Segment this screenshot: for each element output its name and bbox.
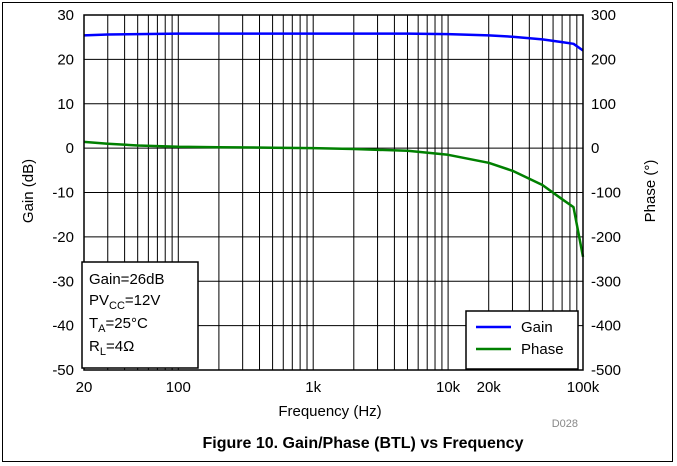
y-left-tick-label: 20 — [57, 51, 74, 68]
legend-gain-label: Gain — [521, 319, 553, 336]
y-left-axis-label: Gain (dB) — [20, 159, 37, 223]
y-left-tick-label: -30 — [52, 273, 74, 290]
y-right-tick-label: -200 — [591, 229, 621, 246]
figure-frame — [2, 2, 673, 462]
condition-pvcc: PVCC=12V — [89, 292, 160, 312]
plot-series — [83, 32, 585, 258]
condition-ta: TA=25°C — [89, 315, 148, 335]
y-right-tick-label: 200 — [591, 51, 616, 68]
y-right-tick-label: 300 — [591, 7, 616, 24]
figure-code: D028 — [552, 418, 578, 430]
x-tick-label: 100k — [567, 379, 600, 396]
legend: Gain Phase — [465, 310, 579, 370]
condition-rl: RL=4Ω — [89, 338, 134, 358]
y-left-tick-label: -20 — [52, 229, 74, 246]
x-tick-label: 100 — [166, 379, 191, 396]
condition-gain: Gain=26dB — [89, 271, 164, 288]
conditions-box: Gain=26dB PVCC=12V TA=25°C RL=4Ω — [81, 261, 199, 369]
y-right-tick-label: 0 — [591, 140, 599, 157]
series-line-gain — [83, 32, 584, 52]
y-right-tick-label: 100 — [591, 96, 616, 113]
series-line-phase — [83, 140, 585, 258]
y-left-tick-label: -40 — [52, 318, 74, 335]
tick-labels: 20 100 1k 10k 20k 100k3020100-10-20-30-40-503… — [52, 7, 621, 396]
x-axis-label: Frequency (Hz) — [278, 403, 381, 420]
y-left-tick-label: 10 — [57, 96, 74, 113]
y-left-tick-label: 30 — [57, 7, 74, 24]
y-right-axis-label: Phase (°) — [642, 160, 659, 223]
y-right-tick-label: -100 — [591, 185, 621, 202]
y-right-tick-label: -500 — [591, 362, 621, 379]
x-tick-label: 10k — [436, 379, 461, 396]
x-tick-label: 1k — [305, 379, 321, 396]
y-left-tick-label: -50 — [52, 362, 74, 379]
y-left-tick-label: -10 — [52, 185, 74, 202]
legend-phase-label: Phase — [521, 341, 564, 358]
y-left-tick-label: 0 — [66, 140, 74, 157]
y-right-tick-label: -400 — [591, 318, 621, 335]
x-tick-label: 20k — [477, 379, 502, 396]
figure-caption: Figure 10. Gain/Phase (BTL) vs Frequency — [203, 435, 524, 452]
y-right-tick-label: -300 — [591, 273, 621, 290]
x-tick-label: 20 — [76, 379, 93, 396]
plot-border — [83, 14, 584, 371]
